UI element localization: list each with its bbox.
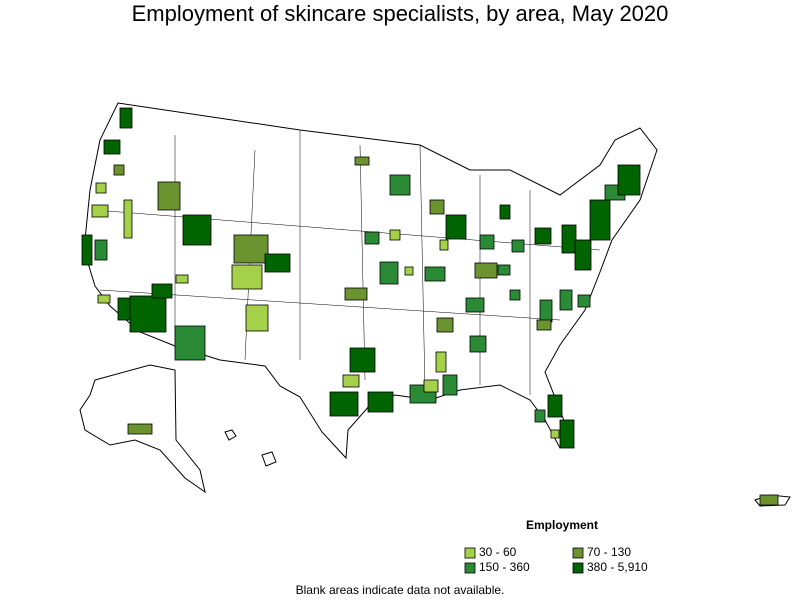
legend-label: 150 - 360 bbox=[479, 560, 530, 574]
shaded-area bbox=[536, 319, 552, 331]
shaded-area bbox=[91, 204, 109, 218]
shaded-area bbox=[81, 234, 93, 266]
map-title: Employment of skincare specialists, by a… bbox=[132, 1, 669, 26]
lower-48 bbox=[83, 102, 658, 460]
hawaii bbox=[224, 429, 237, 441]
shaded-area bbox=[103, 139, 121, 155]
shaded-area bbox=[354, 156, 370, 166]
shaded-area bbox=[759, 494, 779, 506]
shaded-area bbox=[95, 182, 107, 194]
shaded-area bbox=[499, 204, 511, 220]
shaded-area bbox=[329, 391, 359, 417]
shaded-area bbox=[113, 164, 125, 176]
shaded-area bbox=[379, 261, 399, 285]
shaded-area bbox=[94, 239, 108, 261]
shaded-area bbox=[157, 181, 181, 211]
shaded-area bbox=[389, 174, 411, 196]
shaded-area bbox=[445, 214, 467, 240]
hawaii bbox=[261, 451, 277, 467]
shaded-area bbox=[429, 199, 445, 215]
shaded-area bbox=[233, 234, 269, 264]
shaded-area bbox=[439, 239, 449, 251]
shaded-area bbox=[119, 107, 133, 129]
shaded-area bbox=[367, 391, 394, 413]
shaded-area bbox=[559, 289, 573, 311]
shaded-area bbox=[509, 289, 521, 301]
shaded-area bbox=[175, 274, 189, 284]
legend-label: 380 - 5,910 bbox=[587, 560, 648, 574]
shaded-area bbox=[474, 262, 498, 279]
legend-swatch bbox=[572, 547, 584, 559]
shaded-area bbox=[534, 409, 546, 423]
shaded-area bbox=[561, 224, 577, 254]
shaded-area bbox=[479, 234, 495, 250]
shaded-area bbox=[423, 379, 439, 393]
shaded-area bbox=[129, 295, 167, 333]
map bbox=[79, 102, 791, 507]
shaded-area bbox=[245, 304, 269, 332]
shaded-area bbox=[424, 266, 446, 282]
shaded-area bbox=[151, 283, 173, 299]
shaded-area bbox=[349, 347, 376, 373]
legend-title: Employment bbox=[526, 518, 598, 532]
shaded-area bbox=[511, 239, 525, 253]
footnote: Blank areas indicate data not available. bbox=[296, 583, 505, 597]
shaded-area bbox=[465, 297, 485, 313]
shaded-area bbox=[617, 164, 641, 196]
shaded-area bbox=[547, 394, 563, 418]
shaded-area bbox=[534, 227, 552, 245]
shaded-area bbox=[435, 351, 447, 373]
shaded-area bbox=[231, 264, 263, 290]
shaded-area bbox=[174, 325, 206, 361]
shaded-area bbox=[264, 253, 291, 273]
shaded-area bbox=[123, 199, 133, 239]
legend-label: 70 - 130 bbox=[587, 545, 631, 559]
legend-swatch bbox=[464, 547, 476, 559]
shaded-area bbox=[577, 294, 591, 308]
shaded-area bbox=[342, 374, 360, 388]
shaded-area bbox=[97, 294, 111, 304]
shaded-area bbox=[436, 317, 454, 333]
shaded-area bbox=[589, 199, 611, 241]
shaded-area bbox=[539, 299, 553, 323]
shaded-area bbox=[559, 419, 575, 449]
shaded-area bbox=[574, 239, 592, 271]
legend: Employment 30 - 60 70 - 130 150 - 360 380 -… bbox=[464, 518, 648, 574]
shaded-area bbox=[127, 423, 153, 435]
shaded-area bbox=[364, 231, 380, 245]
shaded-area bbox=[550, 429, 560, 439]
legend-swatch bbox=[572, 562, 584, 574]
shaded-area bbox=[404, 266, 414, 276]
shaded-area bbox=[389, 229, 401, 241]
legend-label: 30 - 60 bbox=[479, 545, 517, 559]
shaded-area bbox=[182, 214, 212, 246]
shaded-area bbox=[442, 374, 458, 396]
shaded-area bbox=[497, 264, 511, 276]
legend-swatch bbox=[464, 562, 476, 574]
shaded-area bbox=[344, 287, 368, 301]
shaded-area bbox=[469, 335, 487, 353]
